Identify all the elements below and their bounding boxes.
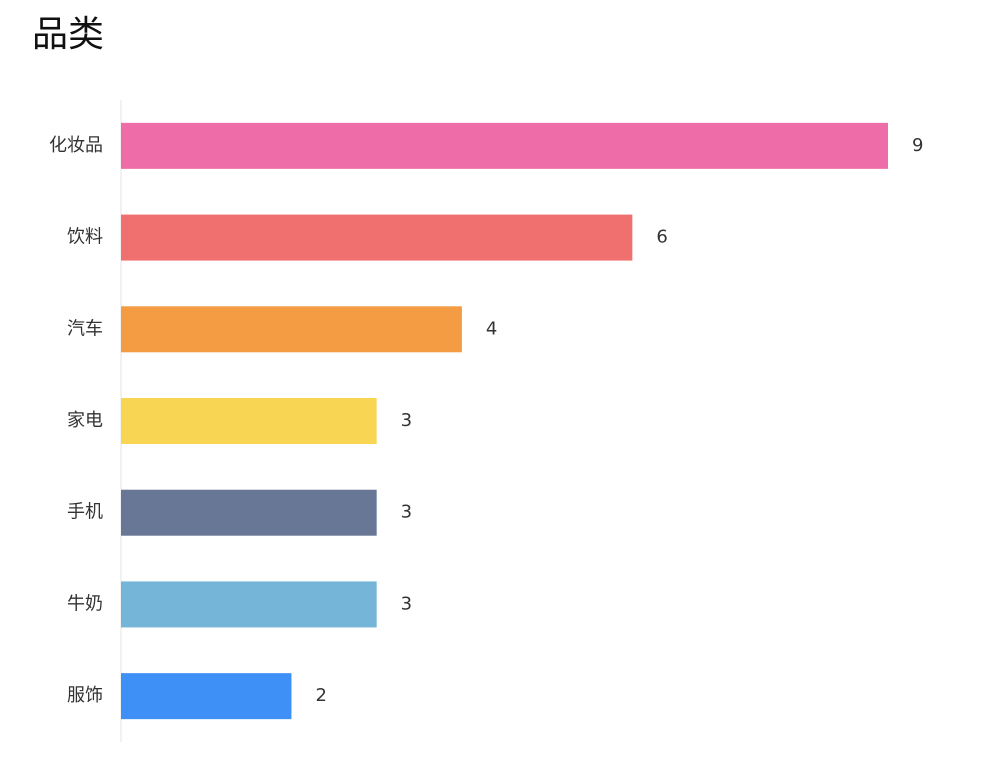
- y-tick-label: 化妆品: [49, 135, 103, 156]
- y-tick-label: 汽车: [67, 318, 103, 339]
- bar: [121, 673, 292, 720]
- y-tick-label: 家电: [67, 410, 103, 431]
- y-tick-label: 服饰: [67, 685, 103, 706]
- value-label: 6: [656, 227, 667, 248]
- bar: [121, 398, 377, 444]
- value-label: 9: [912, 135, 923, 156]
- bar: [121, 306, 462, 353]
- bar: [121, 122, 888, 169]
- bar: [121, 581, 377, 628]
- chart-title: 品类: [32, 14, 104, 55]
- value-label: 2: [315, 685, 326, 706]
- value-label: 4: [486, 318, 497, 339]
- value-label: 3: [401, 593, 412, 614]
- value-label: 3: [401, 410, 412, 431]
- value-label: 3: [401, 502, 412, 523]
- y-tick-label: 手机: [67, 502, 103, 523]
- y-tick-label: 饮料: [67, 227, 103, 248]
- bar: [121, 489, 377, 536]
- bar: [121, 214, 633, 261]
- y-tick-label: 牛奶: [67, 593, 103, 614]
